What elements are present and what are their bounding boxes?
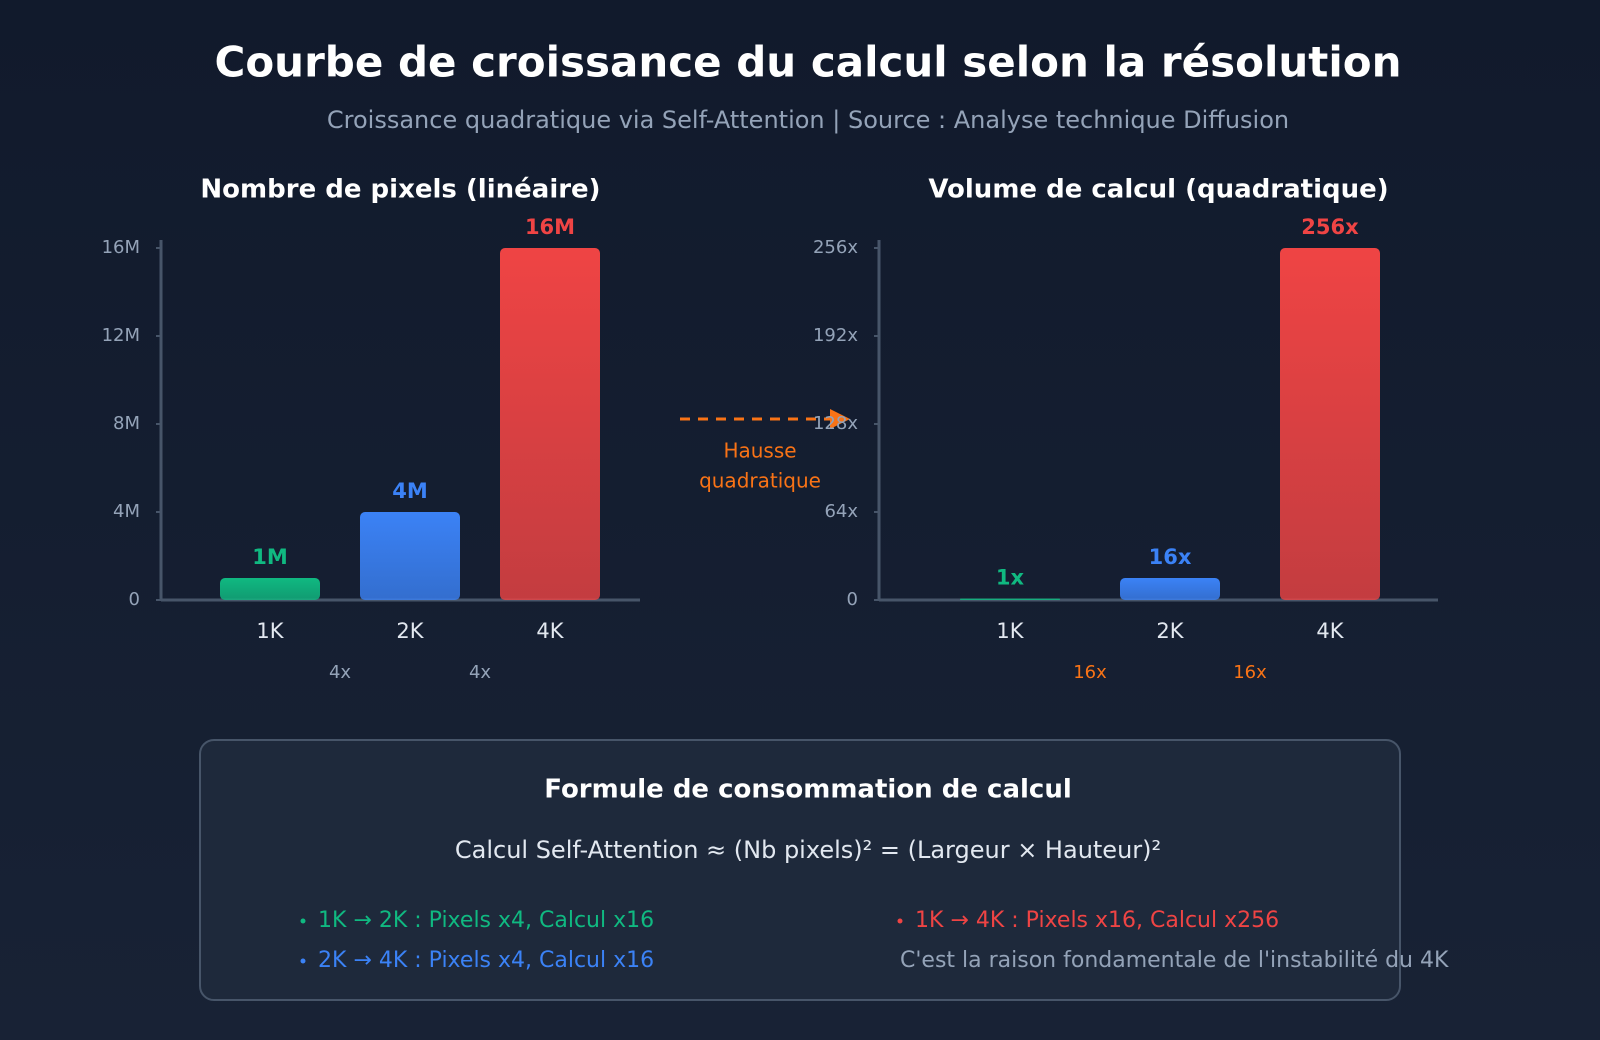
x-tick-label: 4K [1316,619,1344,643]
formula-note: 1K → 4K : Pixels x16, Calcul x256 [915,908,1279,933]
value-label: 1M [252,545,288,569]
value-label: 1x [996,566,1025,590]
x-tick-label: 4K [536,619,564,643]
value-label: 16x [1149,545,1192,569]
y-tick-label: 64x [824,501,858,522]
value-label: 4M [392,479,428,503]
step-label: 4x [469,662,491,683]
y-tick-label: 256x [813,237,858,258]
step-label: 4x [329,662,351,683]
x-tick-label: 1K [256,619,284,643]
bullet [300,918,306,924]
y-tick-label: 16M [102,237,140,258]
y-tick-label: 4M [113,501,140,522]
chart-title: Nombre de pixels (linéaire) [200,175,600,205]
formula-title: Formule de consommation de calcul [544,775,1072,805]
formula-box [199,739,1401,1001]
formula-equation: Calcul Self-Attention ≈ (Nb pixels)² = (… [455,836,1161,864]
bar [960,598,1060,600]
y-tick-label: 128x [813,413,858,434]
annotation: quadratique [699,469,821,493]
y-tick-label: 8M [113,413,140,434]
bar [220,578,320,600]
y-tick-label: 0 [129,589,140,610]
formula-note: 2K → 4K : Pixels x4, Calcul x16 [318,948,654,973]
bullet [300,958,306,964]
chart-title: Volume de calcul (quadratique) [928,175,1388,205]
step-label: 16x [1233,662,1267,683]
formula-conclusion: C'est la raison fondamentale de l'instab… [900,948,1449,973]
arrow-head [830,409,850,429]
bar [500,248,600,600]
x-tick-label: 1K [996,619,1024,643]
bar [1280,248,1380,600]
value-label: 256x [1301,215,1359,239]
step-label: 16x [1073,662,1107,683]
page-title: Courbe de croissance du calcul selon la … [215,38,1402,87]
bar [360,512,460,600]
x-tick-label: 2K [396,619,424,643]
formula-note: 1K → 2K : Pixels x4, Calcul x16 [318,908,654,933]
annotation: Hausse [723,439,796,463]
value-label: 16M [525,215,575,239]
bullet [897,918,903,924]
x-tick-label: 2K [1156,619,1184,643]
y-tick-label: 192x [813,325,858,346]
bar [1120,578,1220,600]
y-tick-label: 12M [102,325,140,346]
y-tick-label: 0 [847,589,858,610]
page-subtitle: Croissance quadratique via Self-Attentio… [327,106,1289,134]
